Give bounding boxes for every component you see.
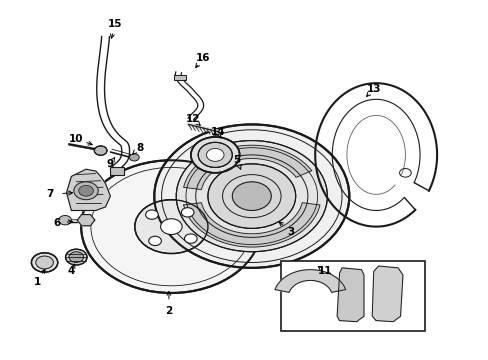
Text: 12: 12 [185, 114, 200, 124]
Circle shape [65, 249, 87, 265]
Circle shape [190, 137, 239, 173]
Circle shape [145, 210, 158, 219]
Circle shape [129, 154, 139, 161]
Bar [173, 75, 185, 80]
Circle shape [148, 236, 161, 246]
Text: 6: 6 [53, 218, 61, 228]
Circle shape [74, 182, 98, 200]
Text: 14: 14 [210, 127, 224, 136]
Circle shape [181, 208, 194, 217]
Circle shape [94, 146, 107, 155]
Circle shape [154, 125, 348, 268]
Polygon shape [183, 145, 311, 190]
Text: 7: 7 [46, 189, 53, 199]
Circle shape [160, 219, 182, 234]
Bar [110, 167, 124, 175]
Circle shape [31, 253, 58, 272]
Polygon shape [77, 215, 95, 226]
Circle shape [81, 160, 261, 293]
Text: 8: 8 [136, 143, 143, 153]
Polygon shape [371, 266, 402, 321]
Circle shape [176, 140, 327, 252]
Polygon shape [66, 169, 110, 211]
Circle shape [135, 200, 207, 253]
Circle shape [69, 252, 83, 262]
Circle shape [184, 234, 197, 243]
Polygon shape [274, 270, 345, 292]
Text: 1: 1 [34, 277, 41, 287]
Text: 15: 15 [108, 19, 122, 29]
Text: 10: 10 [69, 134, 83, 144]
Text: 4: 4 [67, 266, 75, 276]
Circle shape [59, 216, 71, 225]
Circle shape [206, 148, 224, 161]
Circle shape [232, 182, 271, 211]
Text: 11: 11 [317, 266, 331, 276]
Text: 13: 13 [366, 84, 380, 94]
Bar [281, 261, 424, 330]
Circle shape [198, 142, 232, 167]
Circle shape [207, 164, 295, 228]
Text: 2: 2 [165, 306, 172, 316]
Polygon shape [336, 268, 363, 321]
Circle shape [36, 256, 53, 269]
Text: 5: 5 [233, 155, 240, 165]
Text: 9: 9 [106, 159, 114, 169]
Text: 3: 3 [286, 227, 294, 237]
Text: 16: 16 [195, 53, 210, 63]
Circle shape [79, 185, 93, 196]
Polygon shape [183, 203, 319, 247]
